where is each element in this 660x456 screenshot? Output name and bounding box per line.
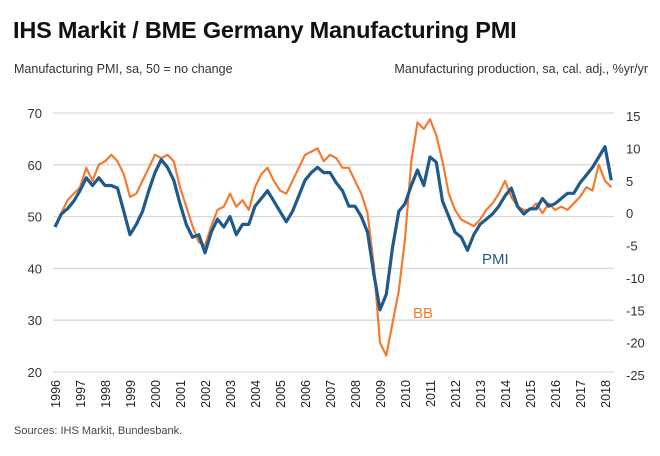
x-tick-label: 1996 (49, 380, 63, 408)
x-tick-label: 2005 (274, 380, 288, 408)
x-tick-label: 2008 (349, 380, 363, 408)
x-tick-label: 2010 (399, 380, 413, 408)
series-label-bb: BB (413, 305, 433, 322)
x-tick-label: 2017 (574, 380, 588, 408)
x-tick-label: 2000 (149, 380, 163, 408)
right-y-tick-label: -20 (626, 336, 645, 351)
right-y-tick-label: -25 (626, 368, 645, 383)
x-tick-label: 1998 (99, 380, 113, 408)
left-y-tick-label: 20 (28, 365, 42, 380)
left-y-tick-label: 60 (28, 158, 42, 173)
right-y-tick-label: 15 (626, 109, 640, 124)
left-y-tick-label: 50 (28, 210, 42, 225)
x-tick-label: 1997 (74, 380, 88, 408)
left-axis-caption: Manufacturing PMI, sa, 50 = no change (14, 62, 233, 76)
x-tick-label: 2001 (174, 380, 188, 408)
source-note: Sources: IHS Markit, Bundesbank. (14, 425, 183, 437)
x-tick-label: 2007 (324, 380, 338, 408)
right-y-axis: -25 -20 -15 -10 -5 0 5 10 15 (626, 109, 645, 383)
gridlines (53, 112, 614, 373)
series-lines (53, 118, 613, 357)
left-y-axis: 20 30 40 50 60 70 (28, 106, 42, 380)
left-y-tick-label: 70 (28, 106, 42, 121)
right-y-tick-label: 10 (626, 141, 640, 156)
series-label-pmi: PMI (482, 251, 509, 268)
right-y-tick-label: -10 (626, 271, 645, 286)
x-tick-label: 2015 (524, 380, 538, 408)
x-tick-label: 2016 (549, 380, 563, 408)
series-labels: PMI BB (413, 251, 509, 322)
x-tick-label: 2003 (224, 380, 238, 408)
x-tick-label: 2004 (249, 380, 263, 408)
left-y-tick-label: 40 (28, 261, 42, 276)
x-tick-label: 2006 (299, 380, 313, 408)
right-y-tick-label: -5 (626, 239, 638, 254)
right-y-tick-label: 0 (626, 206, 633, 221)
x-tick-label: 2014 (499, 380, 513, 408)
x-tick-label: 2018 (599, 380, 613, 408)
x-axis: 1996 1997 1998 1999 2000 2001 2002 2003 2004 2005… (49, 380, 613, 408)
left-y-tick-label: 30 (28, 313, 42, 328)
right-axis-caption: Manufacturing production, sa, cal. adj.,… (394, 62, 648, 76)
series-line-pmi (53, 145, 613, 312)
chart-title: IHS Markit / BME Germany Manufacturing P… (13, 17, 517, 43)
x-tick-label: 1999 (124, 380, 138, 408)
x-tick-label: 2012 (449, 380, 463, 408)
right-y-tick-label: -15 (626, 303, 645, 318)
x-tick-label: 2013 (474, 380, 488, 408)
x-tick-label: 2009 (374, 380, 388, 408)
right-y-tick-label: 5 (626, 174, 633, 189)
x-tick-label: 2011 (424, 380, 438, 407)
x-tick-label: 2002 (199, 380, 213, 408)
